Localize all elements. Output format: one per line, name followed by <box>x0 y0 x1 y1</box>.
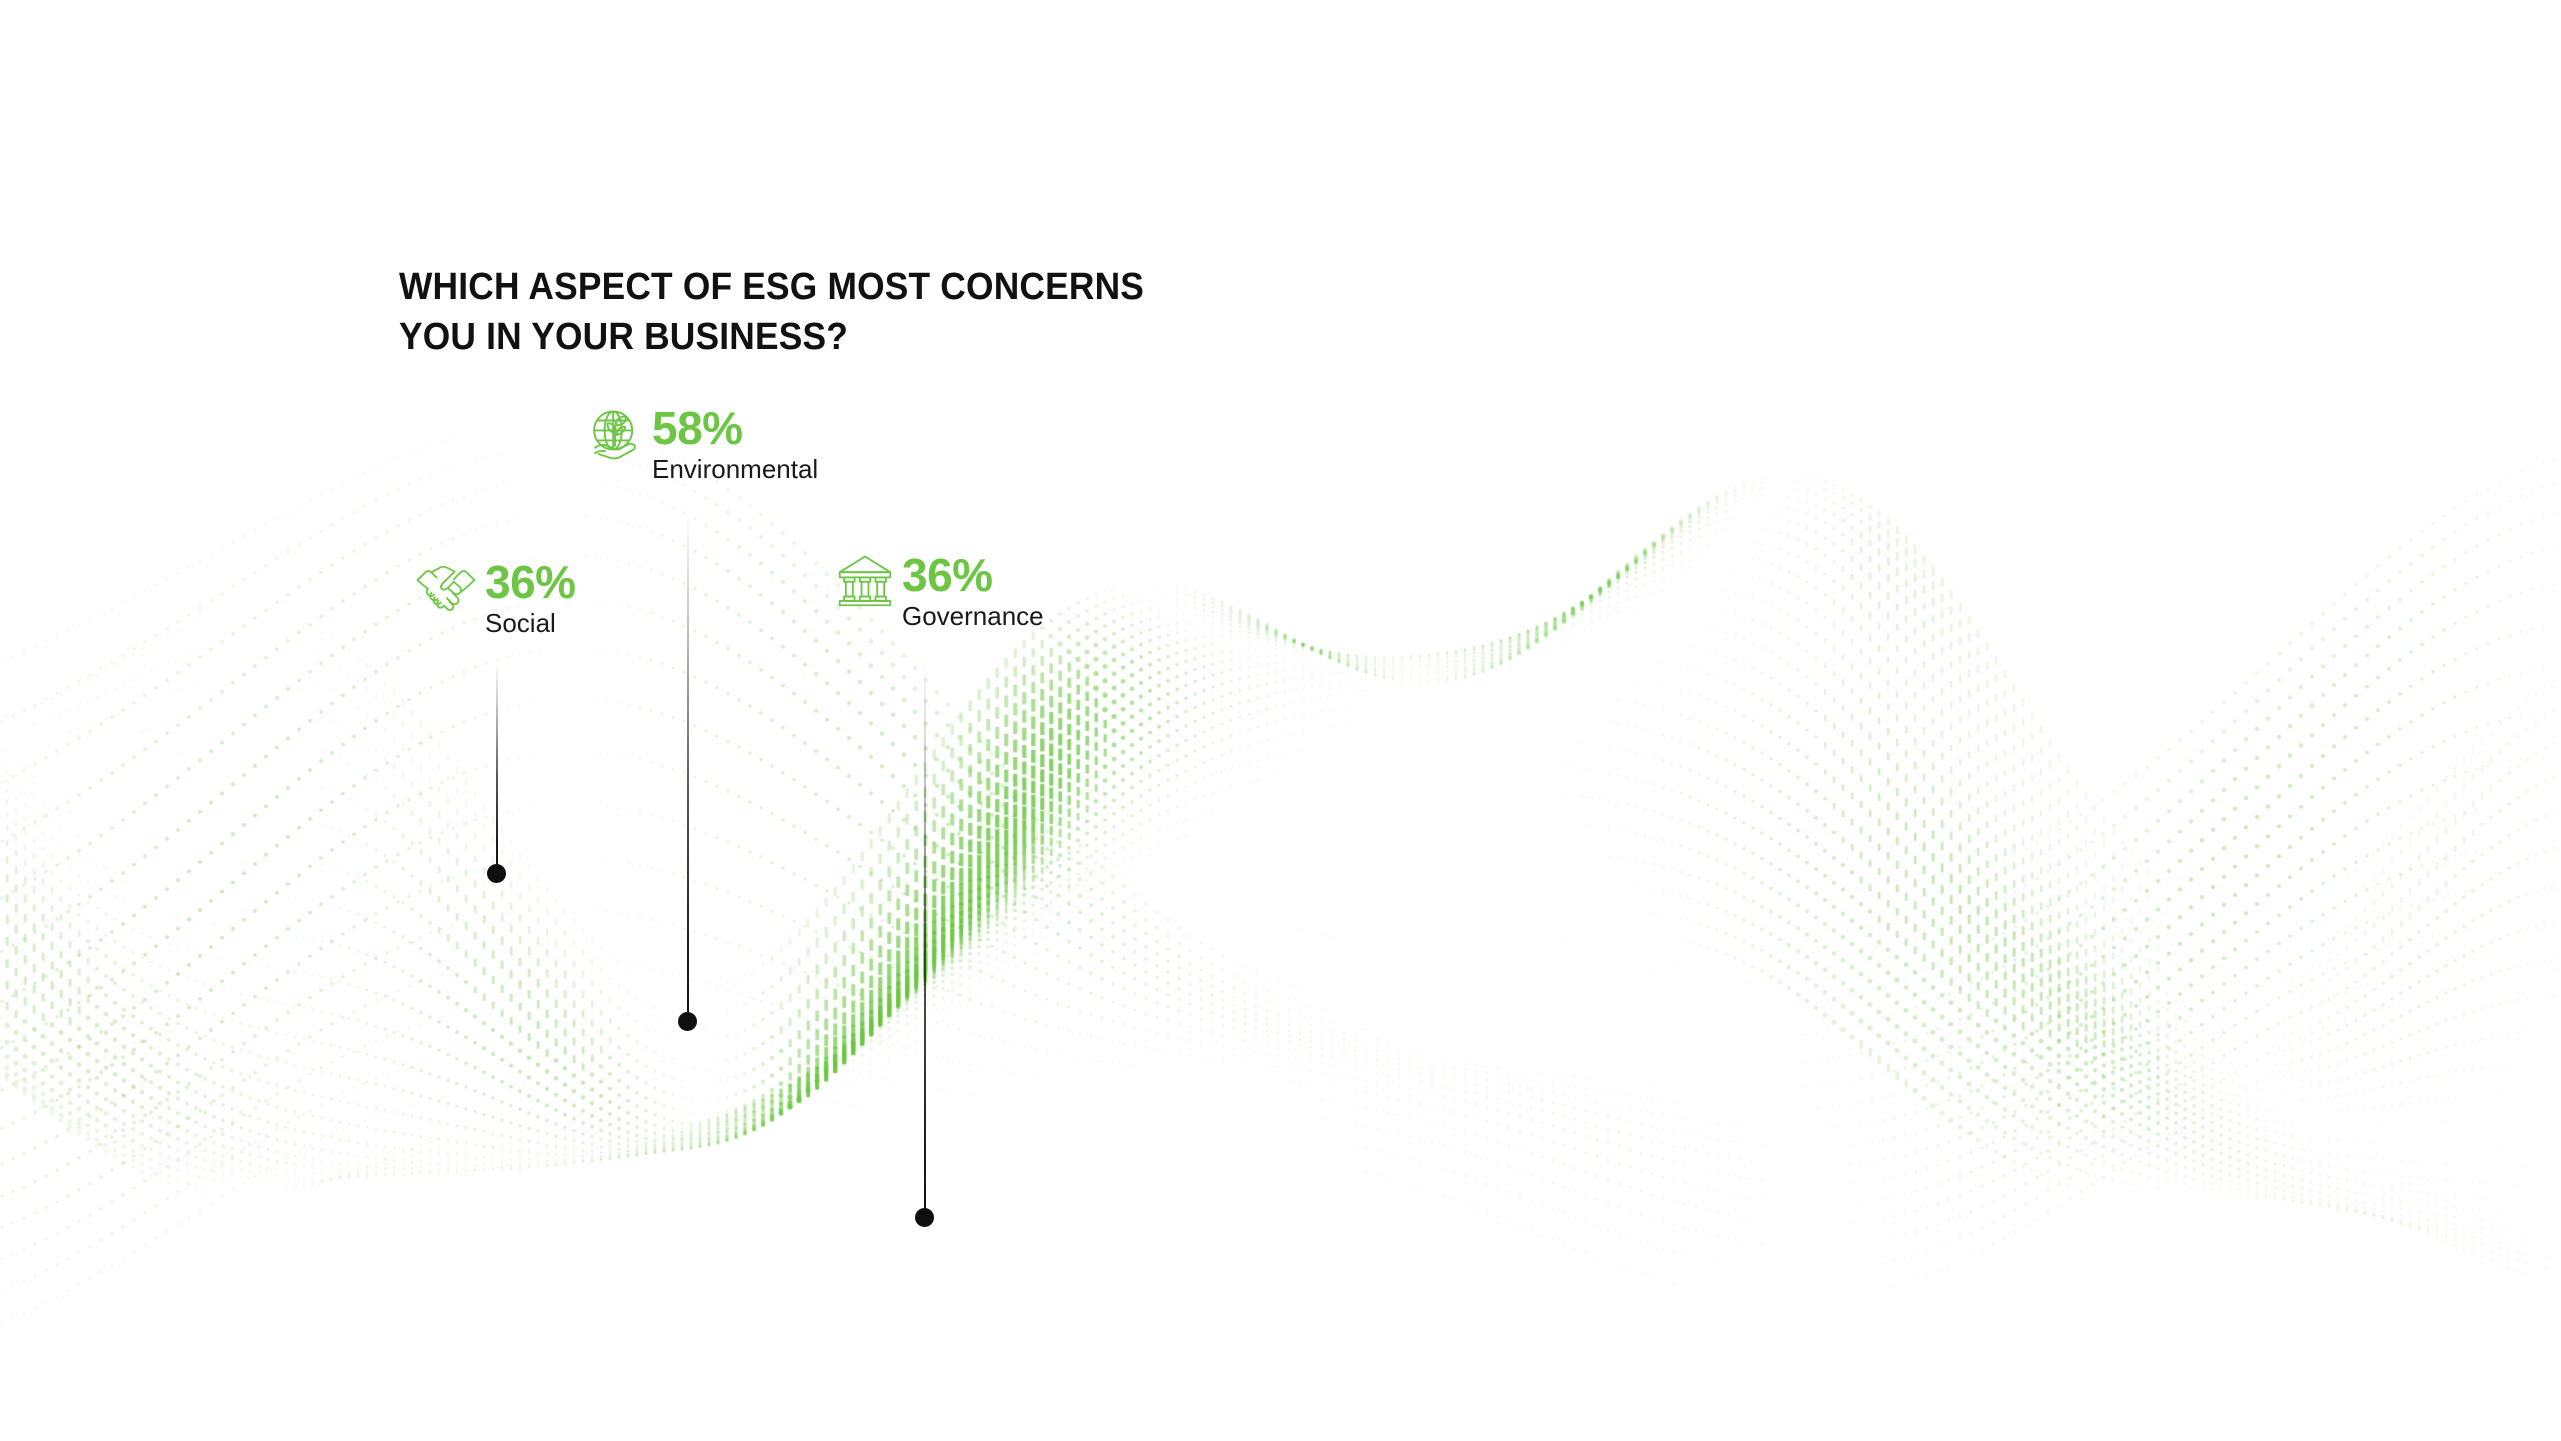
callout-social: 36% Social <box>415 556 576 639</box>
callout-governance: 36% Governance <box>836 549 1044 632</box>
leader-line-environmental <box>687 512 689 1021</box>
callout-text-governance: 36% Governance <box>902 549 1044 632</box>
handshake-icon <box>415 560 477 614</box>
leader-dot-governance <box>915 1208 934 1227</box>
classical-building-icon <box>836 553 894 607</box>
callout-text-social: 36% Social <box>485 556 576 639</box>
leader-line-stem <box>687 512 689 1021</box>
page-title: WHICH ASPECT OF ESG MOST CONCERNS YOU IN… <box>399 266 1145 358</box>
callout-value-governance: 36% <box>902 549 993 601</box>
callout-text-environmental: 58% Environmental <box>652 402 819 485</box>
leader-line-governance <box>924 658 926 1218</box>
leader-line-stem <box>496 662 498 873</box>
globe-plant-in-hand-icon <box>586 406 644 464</box>
callout-value-environmental: 58% <box>652 402 743 454</box>
callout-label-governance: Governance <box>902 601 1044 631</box>
callout-value-social: 36% <box>485 556 576 608</box>
leader-dot-environmental <box>678 1012 697 1031</box>
leader-line-social <box>496 662 498 873</box>
callout-environmental: 58% Environmental <box>586 402 819 485</box>
leader-dot-social <box>487 864 506 883</box>
callout-label-social: Social <box>485 608 556 638</box>
leader-line-stem <box>924 658 926 1218</box>
callout-label-environmental: Environmental <box>652 454 819 484</box>
